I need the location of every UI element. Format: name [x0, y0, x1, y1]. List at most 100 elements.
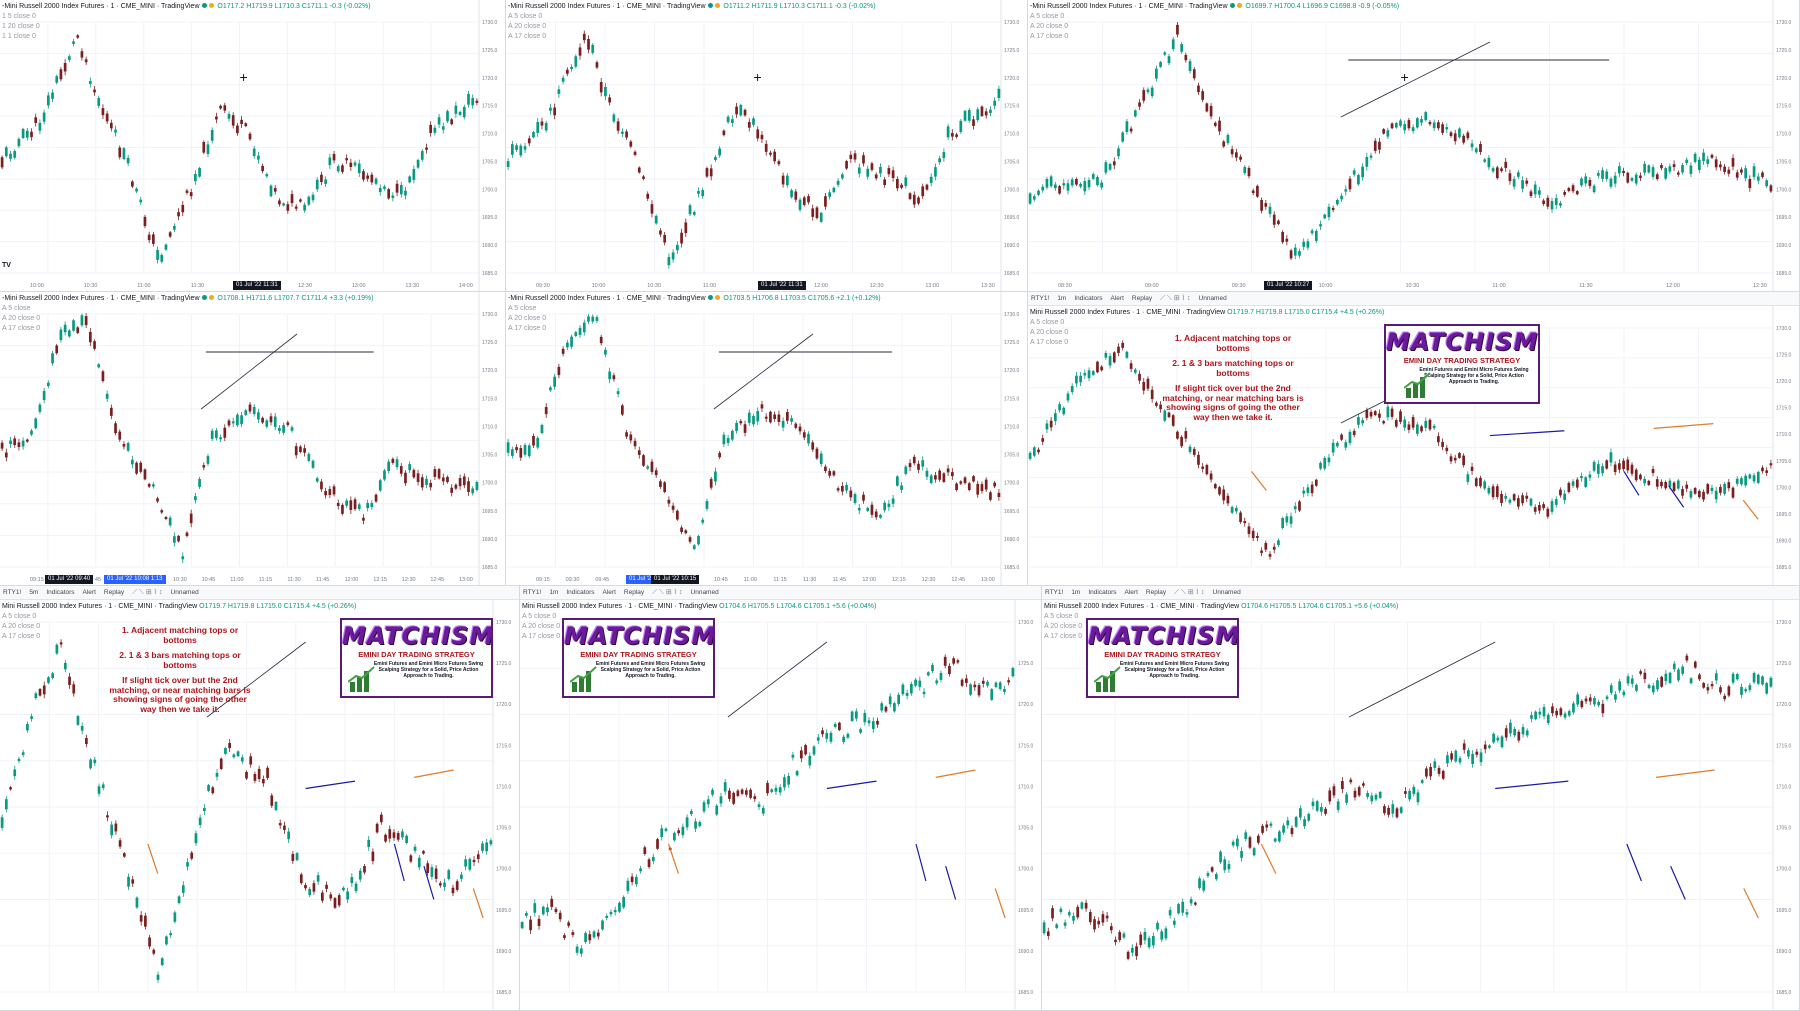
arrow-drawing[interactable] [305, 780, 356, 790]
arrow-drawing[interactable] [1260, 843, 1277, 874]
indicator-line[interactable]: 1 20 close 0 [2, 23, 40, 30]
trend-line-drawing[interactable] [1348, 641, 1496, 718]
drawing-tools-icon[interactable]: ⟋ ⟍ ⊞ ⌇ ↕ [652, 589, 683, 596]
indicator-line[interactable]: A 17 close 0 [2, 633, 41, 640]
indicator-line[interactable]: A 20 close 0 [1030, 23, 1069, 30]
candlestick-chart[interactable]: 1730.01725.01720.01715.01710.01705.01700… [1042, 586, 1799, 1010]
indicator-line[interactable]: A 20 close 0 [1030, 329, 1069, 336]
arrow-drawing[interactable] [472, 888, 484, 919]
indicator-line[interactable]: A 5 close [2, 305, 31, 312]
indicators-button[interactable]: Indicators [566, 589, 595, 596]
arrow-drawing[interactable] [393, 843, 405, 882]
indicator-line[interactable]: A 5 close 0 [508, 13, 543, 20]
arrow-drawing[interactable] [1743, 888, 1759, 919]
candlestick-chart[interactable]: 1730.01725.01720.01715.01710.01705.01700… [0, 0, 505, 291]
indicator-line[interactable]: A 5 close 0 [1030, 13, 1065, 20]
indicator-line[interactable]: A 20 close 0 [522, 623, 561, 630]
indicator-line[interactable]: A 20 close 0 [1044, 623, 1083, 630]
indicator-line[interactable]: A 20 close 0 [508, 315, 547, 322]
candlestick-chart[interactable]: 1730.01725.01720.01715.01710.01705.01700… [0, 292, 505, 585]
indicator-line[interactable]: A 17 close 0 [508, 33, 547, 40]
indicator-line[interactable]: A 17 close 0 [1030, 339, 1069, 346]
arrow-drawing[interactable] [1489, 430, 1565, 437]
layout-name-button[interactable]: Unnamed [1198, 295, 1227, 302]
interval-button[interactable]: 1m [1057, 295, 1067, 302]
crosshair-icon[interactable]: + [1401, 69, 1409, 85]
trend-line-drawing[interactable] [206, 641, 306, 718]
alert-button[interactable]: Alert [602, 589, 616, 596]
arrow-drawing[interactable] [414, 769, 454, 778]
replay-button[interactable]: Replay [623, 589, 645, 596]
arrow-drawing[interactable] [147, 843, 159, 874]
alert-button[interactable]: Alert [1124, 589, 1138, 596]
arrow-drawing[interactable] [1670, 865, 1686, 900]
crosshair-icon[interactable]: + [240, 69, 248, 85]
indicators-button[interactable]: Indicators [46, 589, 75, 596]
layout-name-button[interactable]: Unnamed [1212, 589, 1241, 596]
arrow-drawing[interactable] [1626, 843, 1642, 882]
chart-panel-4[interactable]: 1730.0 1725.0 1720.0 1715.0 1710.0 1705.0 1700… [0, 292, 506, 586]
symbol-search-button[interactable]: RTY1! [3, 589, 22, 596]
layout-name-button[interactable]: Unnamed [170, 589, 199, 596]
indicator-line[interactable]: A 17 close 0 [522, 633, 561, 640]
candlestick-chart[interactable]: 1730.01725.01720.01715.01710.01705.01700… [506, 0, 1027, 291]
symbol-search-button[interactable]: RTY1! [1031, 295, 1050, 302]
arrow-drawing[interactable] [1623, 471, 1640, 496]
indicator-line[interactable]: A 17 close 0 [1030, 33, 1069, 40]
chart-panel-6[interactable]: RTY1! 1m Indicators Alert Replay ⟋ ⟍ ⊞ ⌇… [1028, 292, 1800, 586]
indicators-button[interactable]: Indicators [1074, 295, 1103, 302]
arrow-drawing[interactable] [994, 888, 1006, 919]
arrow-drawing[interactable] [1742, 499, 1759, 520]
chart-panel-1[interactable]: 1730.0 1725.0 1720.0 1715.0 1710.0 1705.0 1700… [0, 0, 506, 292]
symbol-search-button[interactable]: RTY1! [523, 589, 542, 596]
arrow-drawing[interactable] [423, 866, 435, 900]
candlestick-chart[interactable]: 1730.01725.01720.01715.01710.01705.01700… [520, 586, 1041, 1010]
candlestick-chart[interactable]: 1730.01725.01720.01715.01710.01705.01700… [1028, 0, 1799, 291]
chart-panel-7[interactable]: RTY1! 5m Indicators Alert Replay ⟋ ⟍ ⊞ ⌇… [0, 586, 520, 1011]
indicator-line[interactable]: A 5 close 0 [2, 613, 37, 620]
arrow-drawing[interactable] [1495, 780, 1569, 790]
trend-line-drawing[interactable] [200, 333, 298, 410]
indicator-line[interactable]: A 17 close 0 [1044, 633, 1083, 640]
arrow-drawing[interactable] [1653, 423, 1714, 429]
indicators-button[interactable]: Indicators [1088, 589, 1117, 596]
arrow-drawing[interactable] [1655, 769, 1715, 778]
crosshair-icon[interactable]: + [754, 69, 762, 85]
chart-panel-8[interactable]: RTY1! 1m Indicators Alert Replay ⟋ ⟍ ⊞ ⌇… [520, 586, 1042, 1011]
alert-button[interactable]: Alert [82, 589, 96, 596]
chart-panel-2[interactable]: 1730.0 1725.0 1720.0 1715.0 1710.0 1705.0 1700… [506, 0, 1028, 292]
indicator-line[interactable]: A 5 close 0 [1044, 613, 1079, 620]
candlestick-chart[interactable]: 1730.01725.01720.01715.01710.01705.01700… [506, 292, 1027, 585]
indicator-line[interactable]: A 20 close 0 [508, 23, 547, 30]
replay-button[interactable]: Replay [1145, 589, 1167, 596]
arrow-drawing[interactable] [935, 769, 976, 778]
symbol-search-button[interactable]: RTY1! [1045, 589, 1064, 596]
indicator-line[interactable]: A 5 close [508, 305, 537, 312]
trend-line-drawing[interactable] [727, 641, 828, 718]
replay-button[interactable]: Replay [103, 589, 125, 596]
indicator-line[interactable]: A 5 close 0 [522, 613, 557, 620]
indicator-line[interactable]: A 5 close 0 [1030, 319, 1065, 326]
arrow-drawing[interactable] [1668, 485, 1685, 508]
interval-button[interactable]: 1m [1071, 589, 1081, 596]
drawing-tools-icon[interactable]: ⟋ ⟍ ⊞ ⌇ ↕ [1174, 589, 1205, 596]
replay-button[interactable]: Replay [1131, 295, 1153, 302]
indicator-line[interactable]: A 20 close 0 [2, 315, 41, 322]
indicator-line[interactable]: 1 1 close 0 [2, 33, 36, 40]
indicator-line[interactable]: A 20 close 0 [2, 623, 41, 630]
drawing-tools-icon[interactable]: ⟋ ⟍ ⊞ ⌇ ↕ [132, 589, 163, 596]
arrow-drawing[interactable] [826, 780, 877, 790]
layout-name-button[interactable]: Unnamed [690, 589, 719, 596]
interval-button[interactable]: 5m [29, 589, 39, 596]
drawing-tools-icon[interactable]: ⟋ ⟍ ⊞ ⌇ ↕ [1160, 295, 1191, 302]
chart-panel-5[interactable]: 1730.0 1725.0 1720.0 1715.0 1710.0 1705.0 1700… [506, 292, 1028, 586]
arrow-drawing[interactable] [1251, 471, 1267, 491]
indicator-line[interactable]: 1 5 close 0 [2, 13, 36, 20]
arrow-drawing[interactable] [915, 843, 927, 882]
chart-panel-9[interactable]: RTY1! 1m Indicators Alert Replay ⟋ ⟍ ⊞ ⌇… [1042, 586, 1800, 1011]
arrow-drawing[interactable] [945, 866, 957, 900]
alert-button[interactable]: Alert [1110, 295, 1124, 302]
indicator-line[interactable]: A 17 close 0 [2, 325, 41, 332]
trend-line-drawing[interactable] [1340, 41, 1491, 118]
interval-button[interactable]: 1m [549, 589, 559, 596]
